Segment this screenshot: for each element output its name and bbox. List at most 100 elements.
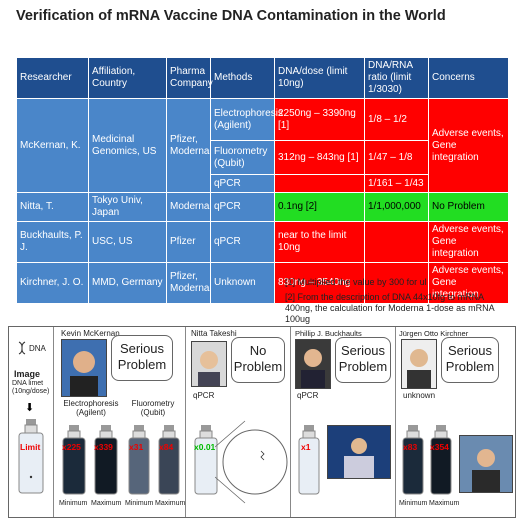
cell-researcher: Kirchner, J. O. [16, 262, 89, 304]
electrophoresis-label: Electrophoresis (Agilent) [63, 399, 119, 417]
buckhaults-bubble-text: Serious Problem [338, 343, 388, 374]
nitta-bubble-text: No Problem [233, 343, 283, 374]
arrow-down-icon: ⬇ [25, 402, 35, 414]
buckhaults-method: qPCR [297, 391, 319, 400]
cell-concerns: Adverse events, Gene integration [428, 262, 509, 304]
cell-pharma: Pfizer [166, 221, 211, 263]
nitta-bubble: No Problem [231, 337, 285, 383]
buckhaults-name: Phillip J. Buckhaults [295, 329, 362, 338]
header-ratio: DNA/RNA ratio (limit 1/3030) [364, 57, 429, 99]
divider [290, 327, 291, 517]
nitta-photo [191, 341, 227, 387]
kirchner-photo [401, 339, 437, 389]
maximum-label: Maximum [155, 500, 186, 507]
table-row: McKernan, K. Medicinal Genomics, US Pfiz… [16, 98, 509, 193]
multiplier-label: x225 [62, 442, 81, 452]
cell-concerns: Adverse events, Gene integration [428, 221, 509, 263]
table-header-row: Researcher Affiliation, Country Pharma C… [16, 57, 509, 99]
footnote-1: [1] Multiplied the value by 300 for ul [285, 277, 427, 287]
buckhaults-hearing-photo [327, 425, 391, 479]
table-row: Kirchner, J. O. MMD, Germany Pfizer, Mod… [16, 262, 509, 304]
cell-ratio: 1/8 – 1/2 [364, 98, 429, 141]
kirchner-method: unknown [403, 391, 436, 400]
cell-method: qPCR [210, 221, 275, 263]
minimum-label: Minimum [59, 500, 88, 507]
bottle-icon [94, 425, 118, 495]
maximum-label: Maximum [91, 500, 122, 507]
cell-pharma: Pfizer, Moderna [166, 98, 211, 193]
cell-dna: 312ng – 843ng [1] [274, 140, 365, 175]
cell-ratio: 1/47 – 1/8 [364, 140, 429, 175]
mckernan-photo [61, 339, 107, 397]
cell-method: Fluorometry (Qubit) [210, 140, 275, 175]
table-row: Fluorometry (Qubit) 312ng – 843ng [1] 1/… [17, 140, 509, 175]
table-row: Buckhaults, P. J. USC, US Pfizer qPCR ne… [16, 221, 509, 263]
divider [395, 327, 396, 517]
footnote-2: [2] From the description of DNA 44x10fg … [285, 292, 495, 324]
multiplier-label: x83 [403, 442, 418, 452]
mckernan-name: Kevin McKernan [61, 329, 120, 338]
image-sub: DNA limet (10ng/dose) [12, 380, 50, 395]
bottle-icon [402, 425, 424, 495]
cell-affiliation: Tokyo Univ, Japan [88, 192, 167, 222]
image-label: Image [14, 369, 41, 379]
bottle-icon [62, 425, 86, 495]
footnotes: [1] Multiplied the value by 300 for ul [… [285, 277, 510, 329]
limit-label: Limit [20, 442, 41, 452]
cell-pharma: Pfizer, Moderna [166, 262, 211, 304]
header-dna: DNA/dose (limit 10ng) [274, 57, 365, 99]
kirchner-name: Jürgen Otto Kirchner [399, 329, 469, 338]
header-concerns: Concerns [428, 57, 509, 99]
multiplier-label: x84 [159, 442, 174, 452]
cell-affiliation: Medicinal Genomics, US [88, 98, 167, 193]
multiplier-label: x0.01 [194, 442, 216, 452]
maximum-label: Maximum [429, 500, 460, 507]
cell-researcher: Buckhaults, P. J. [16, 221, 89, 263]
cell-ratio [364, 221, 429, 263]
minimum-label: Minimum [125, 500, 154, 507]
header-pharma: Pharma Company [166, 57, 213, 99]
table-row: qPCR 1/161 – 1/43 [17, 174, 509, 193]
cell-dna: 2250ng – 3390ng [1] [274, 98, 365, 141]
cell-method: Electrophoresis (Agilent) [210, 98, 283, 141]
kirchner-interview-photo [459, 435, 513, 493]
header-affiliation: Affiliation, Country [88, 57, 167, 99]
cell-concerns: Adverse events, Gene integration [428, 98, 509, 193]
cell-pharma: Moderna [166, 192, 211, 222]
table-row: Nitta, T. Tokyo Univ, Japan Moderna qPCR… [16, 192, 509, 222]
cell-affiliation: MMD, Germany [88, 262, 167, 304]
contamination-table: Researcher Affiliation, Country Pharma C… [16, 57, 509, 304]
limit-bottle-icon [18, 419, 44, 494]
cell-method: qPCR [210, 174, 275, 193]
bottle-icon [430, 425, 452, 495]
buckhaults-photo [295, 339, 331, 389]
cell-affiliation: USC, US [88, 221, 167, 263]
header-researcher: Researcher [16, 57, 89, 99]
kirchner-bubble: Serious Problem [441, 337, 499, 383]
multiplier-label: x339 [94, 442, 113, 452]
minimum-label: Minimum [399, 500, 428, 507]
cell-researcher: Nitta, T. [16, 192, 89, 222]
divider [185, 327, 186, 517]
illustration-panel: DNA Image DNA limet (10ng/dose) ⬇ Limit … [8, 326, 516, 518]
page-title: Verification of mRNA Vaccine DNA Contami… [16, 8, 446, 24]
multiplier-label: x1 [301, 442, 311, 452]
mckernan-bubble-text: Serious Problem [117, 341, 167, 372]
multiplier-label: x354 [430, 442, 449, 452]
cell-dna: near to the limit 10ng [274, 221, 365, 263]
cell-ratio: 1/161 – 1/43 [364, 174, 429, 193]
magnify-circle [215, 420, 288, 504]
bottle-icon [298, 425, 320, 495]
cell-method: Unknown [210, 262, 275, 304]
divider [53, 327, 54, 517]
dna-helix-icon [17, 341, 27, 360]
cell-method: qPCR [210, 192, 275, 222]
multiplier-label: x31 [129, 442, 144, 452]
buckhaults-bubble: Serious Problem [335, 337, 391, 383]
nitta-name: Nitta Takeshi [191, 329, 237, 338]
nitta-method: qPCR [193, 391, 215, 400]
bottle-icon [128, 425, 150, 495]
cell-concerns: No Problem [428, 192, 509, 222]
bottle-icon [158, 425, 180, 495]
mckernan-bubble: Serious Problem [111, 335, 173, 381]
